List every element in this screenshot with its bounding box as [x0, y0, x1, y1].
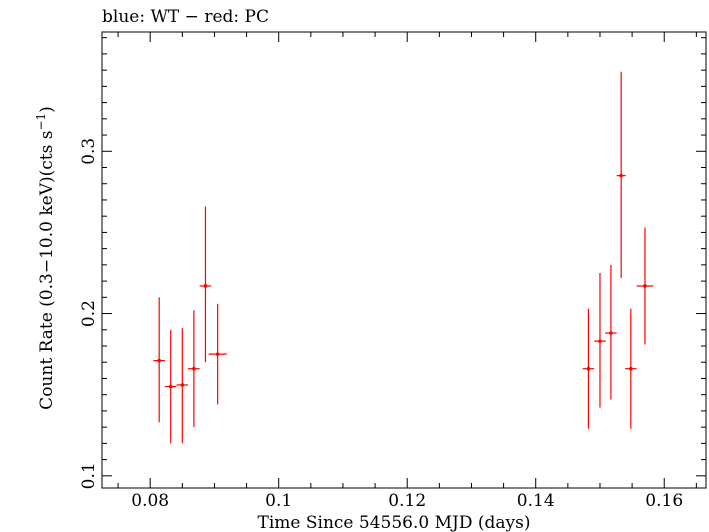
y-tick-label: 0.3 [79, 138, 99, 165]
y-axis-label-close: ) [37, 106, 57, 113]
data-point [625, 308, 637, 429]
data-point [208, 303, 227, 405]
plot-frame [101, 31, 707, 489]
x-tick-label: 0.16 [645, 491, 683, 511]
y-tick-label: 0.1 [79, 462, 99, 489]
data-point [153, 297, 165, 423]
data-point [616, 71, 626, 278]
data-points [153, 71, 654, 444]
x-axis-label: Time Since 54556.0 MJD (days) [258, 513, 531, 532]
point-marker [157, 358, 161, 363]
point-marker [586, 366, 591, 371]
y-axis-label-exponent: −1 [34, 113, 48, 131]
x-tick-label: 0.1 [265, 491, 292, 511]
point-marker [643, 284, 647, 288]
data-point [199, 206, 212, 363]
y-axis-ticks: 0.1 0.2 0.3 [79, 37, 706, 489]
point-marker [192, 366, 196, 371]
point-marker [629, 366, 633, 371]
point-marker [598, 339, 602, 343]
point-marker [619, 173, 623, 178]
data-point [176, 328, 189, 444]
x-axis-ticks: 0.08 0.1 0.12 0.14 0.16 [117, 32, 697, 511]
data-point [582, 308, 595, 429]
data-point [605, 264, 617, 400]
x-tick-label: 0.08 [131, 491, 169, 511]
point-marker [168, 384, 173, 389]
point-marker [180, 383, 185, 387]
data-point [188, 310, 200, 428]
y-tick-label: 0.2 [79, 300, 99, 327]
chart-title: blue: WT − red: PC [102, 7, 269, 27]
data-point [164, 329, 177, 444]
point-marker [203, 284, 208, 288]
y-axis-label: Count Rate (0.3−10.0 keV)(cts s−1) [34, 106, 57, 410]
y-axis-label-main: Count Rate (0.3−10.0 keV)(cts s [37, 131, 57, 410]
data-point [594, 272, 606, 408]
x-tick-label: 0.14 [517, 491, 555, 511]
data-point [636, 227, 654, 345]
point-marker [609, 331, 613, 335]
point-marker [215, 352, 220, 356]
x-tick-label: 0.12 [388, 491, 426, 511]
